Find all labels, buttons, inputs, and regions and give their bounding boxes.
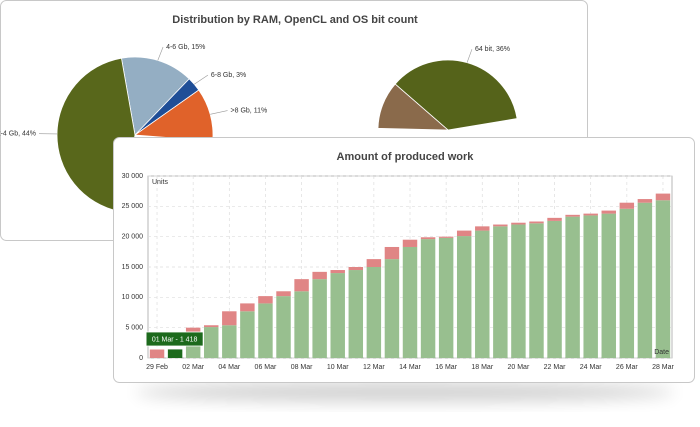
- bar-segment: [511, 224, 526, 358]
- chart-title: Amount of produced work: [337, 151, 475, 163]
- bar-segment: [655, 200, 671, 358]
- y-tick-label: 25 000: [122, 203, 144, 210]
- bar-segment: [529, 221, 544, 224]
- pie-slice: [120, 56, 190, 136]
- bar-segment: [655, 193, 671, 201]
- bar-segment: [384, 259, 400, 358]
- x-tick-label: 24 Mar: [580, 364, 602, 371]
- bar-segment: [240, 303, 255, 312]
- x-tick-label: 28 Mar: [652, 364, 674, 371]
- bar-segment: [438, 237, 454, 358]
- bar-segment: [601, 210, 616, 214]
- x-tick-label: 18 Mar: [471, 364, 493, 371]
- bar-segment: [258, 303, 273, 358]
- bar-segment: [493, 224, 508, 227]
- bar-segment: [583, 213, 598, 216]
- bar-segment: [420, 237, 436, 240]
- x-tick-label: 29 Feb: [146, 364, 168, 371]
- bar-segment: [204, 325, 219, 328]
- bar-segment: [222, 325, 237, 358]
- bar-segment: [240, 311, 255, 358]
- bar-panel: Amount of produced work 0 5 000 10 000 15 0…: [113, 137, 695, 383]
- bar-segment: [547, 220, 562, 358]
- bar-segment: [565, 216, 580, 358]
- bar-segment: [601, 213, 616, 358]
- bar-segment: [475, 230, 490, 358]
- x-tick-label: 02 Mar: [182, 364, 204, 371]
- y-tick-label: 30 000: [122, 173, 144, 180]
- y-tick-label: 20 000: [122, 234, 144, 241]
- y-tick-label: 0: [139, 355, 143, 362]
- bar-segment: [583, 215, 598, 358]
- bar-segment: [619, 202, 635, 209]
- bar-segment: [420, 239, 436, 358]
- bar-segment: [258, 296, 273, 304]
- x-tick-label: 16 Mar: [435, 364, 457, 371]
- label-leader: [194, 74, 209, 85]
- x-axis-label: Date: [654, 349, 669, 356]
- bar-segment: [348, 270, 364, 358]
- label-leader: [210, 110, 228, 115]
- shadow: [135, 382, 675, 402]
- bar-segment: [619, 208, 635, 358]
- y-axis-label: Units: [152, 179, 168, 186]
- chart-title: Distribution by RAM, OpenCL and OS bit c…: [172, 14, 418, 26]
- bar-segment: [402, 246, 418, 358]
- bar-segment: [456, 230, 472, 237]
- label-leader: [466, 49, 473, 63]
- bar-segment: [294, 291, 309, 358]
- x-tick-label: 10 Mar: [327, 364, 349, 371]
- bar-segment: [312, 271, 327, 280]
- bar-segment: [438, 236, 454, 238]
- bar-segment: [276, 296, 291, 358]
- bar-segment: [384, 246, 400, 260]
- bar-segment: [637, 199, 653, 203]
- bar-segment: [348, 267, 364, 271]
- slice-label: 6-8 Gb, 3%: [211, 72, 246, 79]
- slice-label: 2-4 Gb, 44%: [0, 131, 36, 138]
- bar-segment: [330, 270, 345, 274]
- bar-segment: [493, 226, 508, 358]
- bar-segment: [149, 349, 165, 358]
- label-leader: [157, 46, 164, 61]
- tooltip-box: [145, 331, 204, 347]
- bar-segment: [402, 239, 418, 247]
- x-tick-label: 22 Mar: [544, 364, 566, 371]
- pie-slice: [377, 83, 450, 131]
- pie-slice: [394, 59, 518, 131]
- x-tick-label: 08 Mar: [291, 364, 313, 371]
- bar-segment: [276, 291, 291, 297]
- bar-segment: [637, 202, 653, 358]
- bar-segment: [330, 273, 345, 358]
- bar-segment: [565, 214, 580, 217]
- bar-segment: [185, 327, 201, 333]
- slice-label: >8 Gb, 11%: [231, 107, 268, 114]
- bar-segment: [167, 349, 183, 358]
- x-tick-label: 12 Mar: [363, 364, 385, 371]
- bar-segment: [475, 226, 490, 231]
- bar-segment: [547, 217, 562, 221]
- slice-label: 4-6 Gb, 15%: [166, 44, 205, 51]
- x-tick-label: 04 Mar: [218, 364, 240, 371]
- y-tick-label: 15 000: [122, 264, 144, 271]
- bar-segment: [312, 279, 327, 358]
- x-tick-label: 20 Mar: [508, 364, 530, 371]
- x-tick-label: 06 Mar: [255, 364, 277, 371]
- x-tick-label: 26 Mar: [616, 364, 638, 371]
- bar-segment: [366, 267, 382, 358]
- bar-segment: [529, 223, 544, 358]
- bar-segment: [456, 236, 472, 358]
- slice-label: 64 bit, 36%: [475, 46, 510, 53]
- bar-segment: [222, 311, 237, 326]
- x-tick-label: 14 Mar: [399, 364, 421, 371]
- bar-segment: [204, 327, 219, 358]
- tooltip-text: 01 Mar - 1 418: [152, 336, 198, 343]
- bar-segment: [511, 222, 526, 225]
- y-tick-label: 5 000: [125, 325, 143, 332]
- bar-segment: [294, 279, 309, 292]
- y-tick-label: 10 000: [122, 294, 144, 301]
- bar-segment: [366, 259, 382, 267]
